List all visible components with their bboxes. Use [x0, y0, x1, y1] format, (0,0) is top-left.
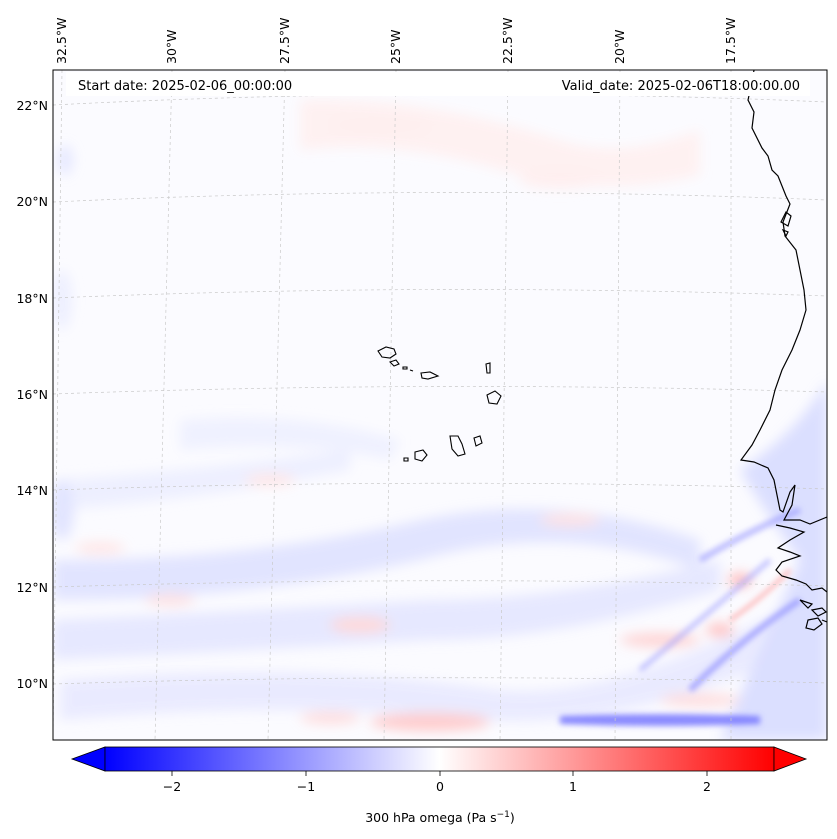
start-date: Start date: 2025-02-06_00:00:00 — [78, 79, 292, 94]
valid-date: Valid_date: 2025-02-06T18:00:00.00 — [562, 79, 800, 94]
map-frame — [52, 69, 828, 741]
colorbar-tick: 1 — [569, 779, 577, 794]
colorbar-tick: 2 — [703, 779, 711, 794]
graticule — [53, 70, 827, 740]
lat-label: 14°N — [16, 483, 48, 498]
lat-labels: 22°N 20°N 18°N 16°N 14°N 12°N 10°N — [16, 98, 48, 691]
omega-field — [53, 70, 827, 740]
lon-label: 32.5°W — [54, 18, 69, 64]
lat-label: 20°N — [16, 194, 48, 209]
lat-label: 16°N — [16, 387, 48, 402]
lon-label: 25°W — [388, 29, 403, 64]
colorbar: −2 −1 0 1 2 300 hPa omega (Pa s−1) — [70, 746, 808, 825]
lon-label: 22.5°W — [500, 18, 515, 64]
header-bar — [66, 72, 810, 96]
lat-label: 18°N — [16, 291, 48, 306]
lat-label: 22°N — [16, 98, 48, 113]
colorbar-tick: −2 — [163, 779, 181, 794]
lon-label: 30°W — [164, 29, 179, 64]
colorbar-gradient — [104, 746, 775, 772]
colorbar-tick: −1 — [297, 779, 315, 794]
lon-label: 27.5°W — [277, 18, 292, 64]
lat-label: 10°N — [16, 676, 48, 691]
colorbar-max-extend — [773, 746, 808, 772]
lat-label: 12°N — [16, 580, 48, 595]
lon-labels: 32.5°W 30°W 27.5°W 25°W 22.5°W 20°W 17.5… — [54, 18, 738, 64]
coastline — [739, 70, 827, 631]
islands — [377, 346, 502, 462]
colorbar-min-extend — [70, 746, 106, 772]
lon-label: 20°W — [612, 29, 627, 64]
lon-label: 17.5°W — [723, 18, 738, 64]
colorbar-title: 300 hPa omega (Pa s−1) — [365, 810, 515, 825]
colorbar-tick: 0 — [436, 779, 444, 794]
